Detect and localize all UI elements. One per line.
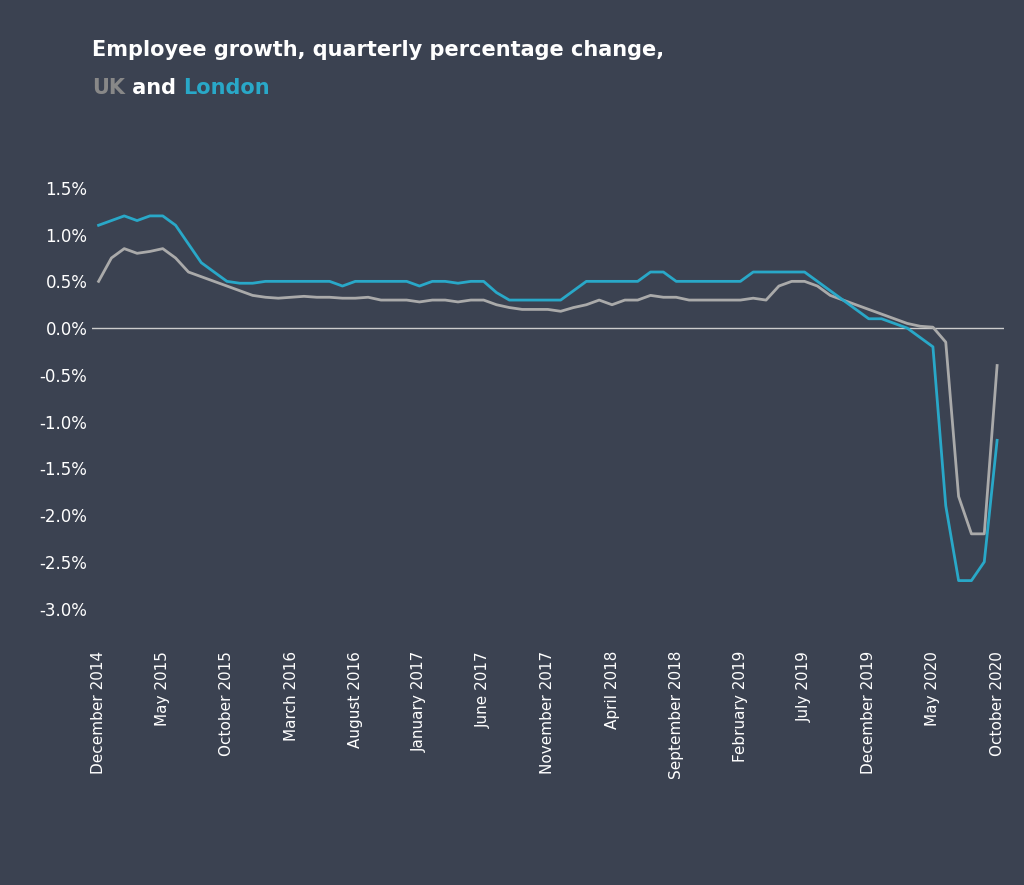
- Text: UK: UK: [92, 78, 125, 98]
- Text: Employee growth, quarterly percentage change,: Employee growth, quarterly percentage ch…: [92, 40, 665, 60]
- Text: London: London: [183, 78, 270, 98]
- Text: and: and: [125, 78, 183, 98]
